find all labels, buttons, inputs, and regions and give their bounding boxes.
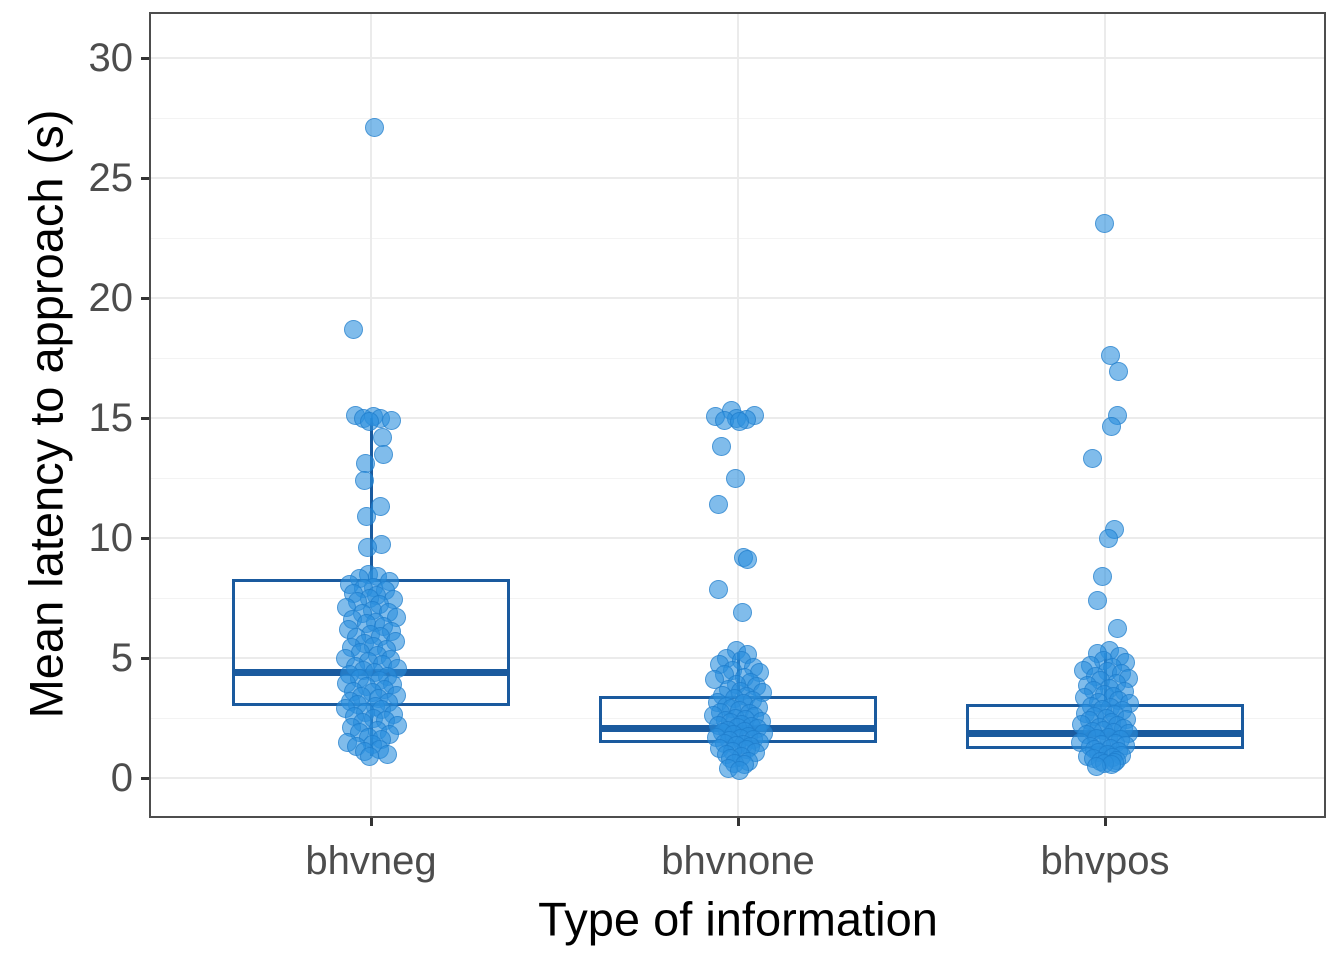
jitter-point-bhvnone — [725, 468, 745, 488]
x-axis-title-text: Type of information — [538, 892, 938, 946]
plot-panel — [149, 12, 1326, 818]
y-tick-label: 15 — [88, 396, 134, 440]
jitter-point-bhvnone — [704, 670, 724, 690]
jitter-point-bhvnone — [732, 602, 752, 622]
jitter-point-bhvneg — [364, 118, 384, 138]
y-tick-label: 5 — [110, 636, 133, 680]
jitter-point-bhvpos — [1100, 346, 1120, 366]
jitter-point-bhvpos — [1107, 618, 1127, 638]
upper-whisker-bhvneg — [369, 418, 373, 579]
jitter-point-bhvneg — [357, 538, 377, 558]
jitter-point-bhvpos — [1087, 590, 1107, 610]
y-tick-mark — [141, 776, 149, 780]
jitter-point-bhvneg — [359, 412, 379, 432]
jitter-point-bhvpos — [1082, 449, 1102, 469]
jitter-point-bhvpos — [1092, 566, 1112, 586]
y-tick-mark — [141, 176, 149, 180]
x-tick-label-bhvnone: bhvnone — [661, 839, 815, 883]
y-tick-label: 20 — [88, 276, 134, 320]
jitter-point-bhvpos — [1108, 361, 1128, 381]
jitter-point-bhvneg — [377, 744, 397, 764]
jitter-point-bhvpos — [1086, 756, 1106, 776]
jitter-point-bhvneg — [359, 746, 379, 766]
jitter-point-bhvpos — [1094, 214, 1114, 234]
jitter-point-bhvpos — [1101, 416, 1121, 436]
jitter-point-bhvneg — [356, 506, 376, 526]
y-tick-label: 30 — [88, 36, 134, 80]
jitter-point-bhvneg — [373, 444, 393, 464]
y-tick-mark — [141, 536, 149, 540]
jitter-point-bhvneg — [381, 410, 401, 430]
y-tick-label: 25 — [88, 156, 134, 200]
jitter-point-bhvneg — [372, 427, 392, 447]
jitter-point-bhvnone — [737, 550, 757, 570]
jitter-point-bhvneg — [343, 319, 363, 339]
jitter-point-bhvnone — [729, 412, 749, 432]
x-tick-mark-bhvneg — [369, 818, 373, 826]
x-tick-mark-bhvnone — [736, 818, 740, 826]
jitter-point-bhvneg — [370, 497, 390, 517]
y-tick-mark — [141, 56, 149, 60]
jitter-point-bhvnone — [711, 437, 731, 457]
jitter-point-bhvnone — [708, 580, 728, 600]
jitter-point-bhvnone — [729, 761, 749, 781]
y-tick-mark — [141, 296, 149, 300]
jitter-point-bhvneg — [354, 470, 374, 490]
y-tick-mark — [141, 656, 149, 660]
y-tick-mark — [141, 416, 149, 420]
x-tick-mark-bhvpos — [1103, 818, 1107, 826]
jitter-point-bhvpos — [1098, 528, 1118, 548]
jitter-point-bhvnone — [708, 494, 728, 514]
gridline-vertical-bhvpos — [1104, 14, 1106, 816]
y-tick-label: 10 — [88, 516, 134, 560]
x-tick-label-bhvneg: bhvneg — [305, 839, 437, 883]
x-tick-label-bhvpos: bhvpos — [1040, 839, 1170, 883]
y-tick-label: 0 — [110, 756, 133, 800]
